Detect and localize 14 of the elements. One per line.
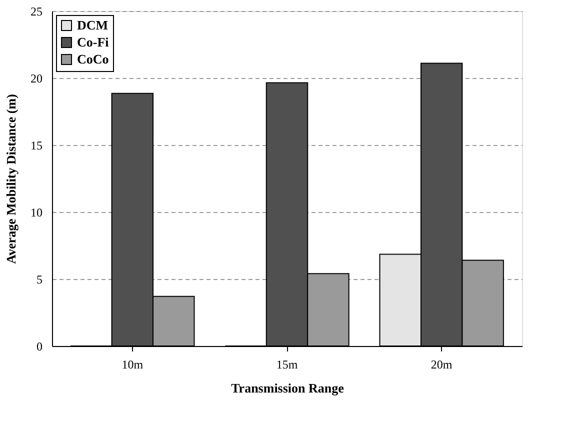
y-axis-title: Average Mobility Distance (m) bbox=[4, 94, 18, 264]
x-tick-label: 10m bbox=[122, 358, 144, 372]
y-tick-label: 20 bbox=[30, 72, 42, 86]
x-tick-label: 15m bbox=[276, 358, 298, 372]
y-tick-label: 5 bbox=[36, 272, 42, 286]
x-tick-label: 20m bbox=[430, 358, 453, 372]
y-tick-label: 25 bbox=[30, 4, 42, 18]
y-tick-label: 0 bbox=[36, 340, 42, 354]
y-tick-label: 15 bbox=[30, 138, 42, 152]
legend-label: DCM bbox=[77, 18, 108, 32]
legend-label: CoCo bbox=[77, 52, 109, 66]
x-axis-title: Transmission Range bbox=[231, 380, 344, 396]
y-tick-label: 10 bbox=[30, 206, 42, 220]
legend-label: Co-Fi bbox=[77, 34, 110, 50]
